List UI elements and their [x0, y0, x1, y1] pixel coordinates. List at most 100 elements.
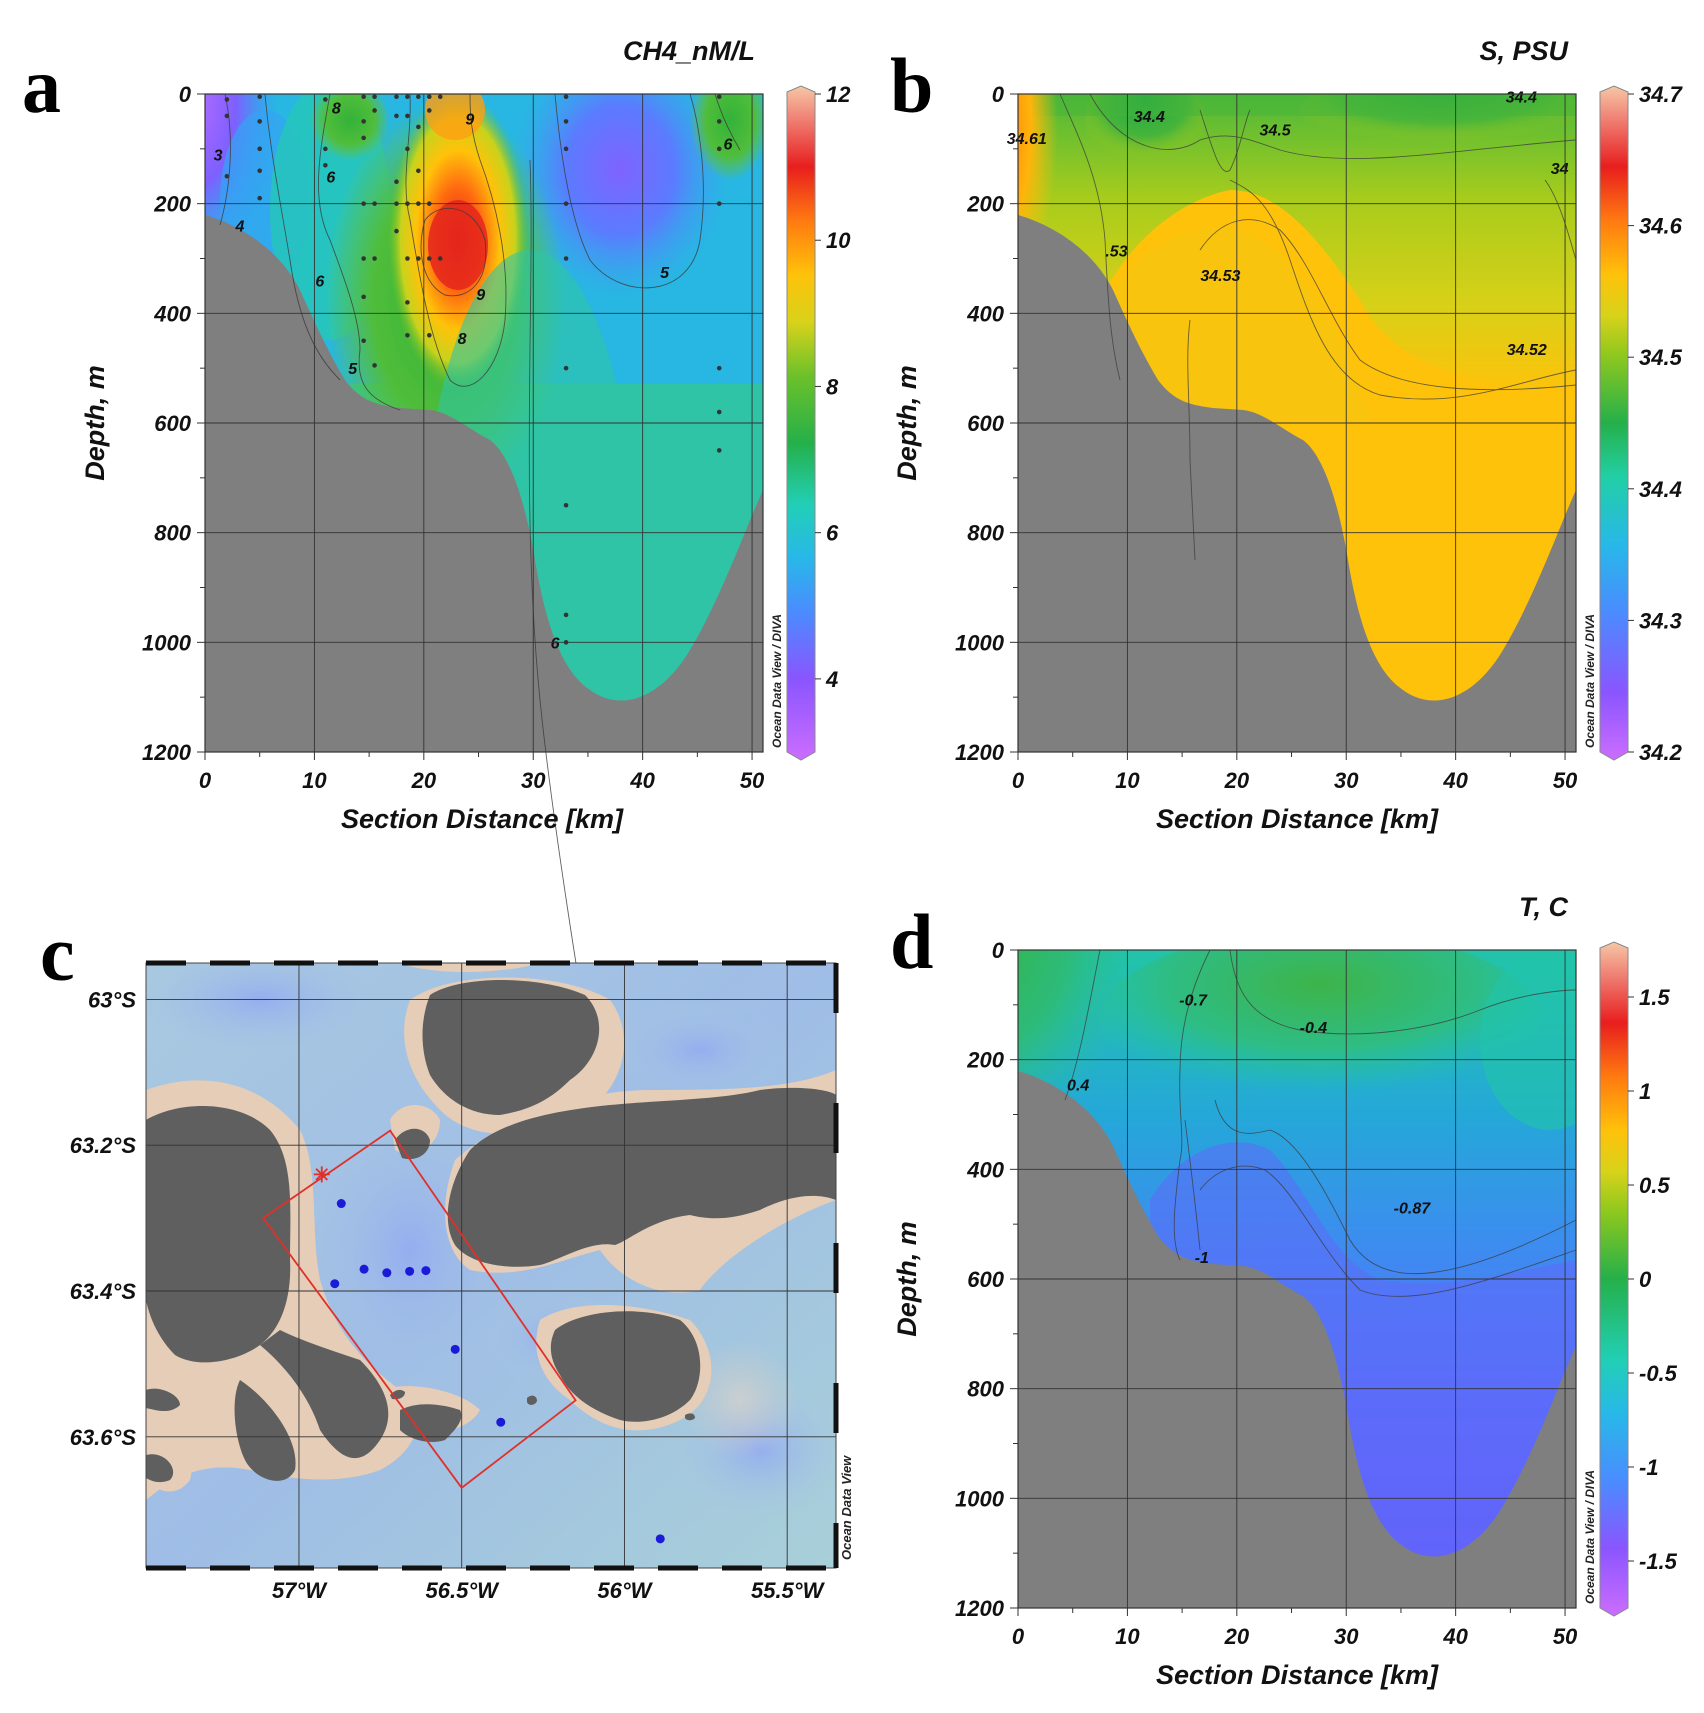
- sample-point: [405, 256, 410, 261]
- sample-point: [437, 256, 443, 261]
- sample-point: [563, 119, 569, 124]
- contour-label: 34.5: [1260, 123, 1292, 140]
- map-station: [330, 1279, 340, 1289]
- sample-point: [437, 94, 443, 100]
- panel-a-colorbar: [786, 85, 816, 761]
- y-tick-label: 1000: [955, 1486, 1005, 1511]
- panel-a-odv-credit: Ocean Data View / DIVA: [770, 614, 784, 748]
- contour-label: 3: [214, 147, 223, 164]
- x-tick-label: 50: [1553, 768, 1578, 793]
- contour-label: 4: [235, 219, 245, 236]
- lat-tick-label: 63°S: [88, 987, 136, 1012]
- sample-point: [563, 612, 569, 618]
- panel-c-star-marker: [313, 1166, 330, 1183]
- panel-b-colorbar: [1599, 85, 1629, 761]
- panel-a-contour-labels: 3 4 8 6 9 6 9 8 5 5 6 6: [214, 101, 733, 653]
- sample-point: [563, 146, 569, 152]
- sample-point: [372, 108, 377, 113]
- sample-point: [361, 135, 366, 141]
- panel-b: b S, PSU 34.6134.434.534.434.5334.5334.5…: [890, 36, 1684, 834]
- x-tick-label: 20: [1224, 1624, 1250, 1649]
- x-tick-label: 40: [1442, 1624, 1468, 1649]
- x-tick-label: 30: [1334, 768, 1359, 793]
- panel-a-colorbar-ticks: 12 10 8 6 4: [815, 82, 851, 692]
- sample-point: [416, 168, 421, 174]
- colorbar-tick-label: 8: [826, 374, 839, 399]
- x-tick-label: 0: [1012, 1624, 1025, 1649]
- map-station: [405, 1266, 415, 1276]
- colorbar-tick-label: 1.5: [1639, 985, 1670, 1010]
- contour-label: 9: [465, 112, 474, 129]
- map-station: [450, 1344, 460, 1354]
- y-tick-label: 1000: [142, 630, 192, 655]
- panel-a-title: CH4_nM/L: [623, 36, 755, 66]
- x-tick-label: 30: [521, 768, 546, 793]
- sample-point: [405, 300, 410, 305]
- colorbar-tick-label: 34.2: [1639, 740, 1683, 765]
- x-tick-label: 20: [1224, 768, 1250, 793]
- map-station: [421, 1266, 431, 1276]
- map-station: [359, 1264, 369, 1274]
- panel-letter-a: a: [22, 42, 61, 129]
- panel-c-dashed-border: [146, 960, 839, 1571]
- sample-point: [716, 409, 722, 415]
- panel-c-stations: [330, 1199, 665, 1544]
- sample-point: [323, 146, 328, 152]
- panel-c: c: [40, 910, 854, 1603]
- contour-label: 9: [476, 287, 485, 304]
- map-station: [655, 1534, 665, 1544]
- sample-point: [716, 94, 722, 100]
- x-tick-label: 10: [1115, 768, 1140, 793]
- sample-point: [716, 119, 722, 124]
- colorbar-tick-label: 34.5: [1639, 345, 1683, 370]
- colorbar-tick-label: 34.3: [1639, 608, 1682, 633]
- panel-c-section-box: [261, 1129, 577, 1490]
- panel-d-colorbar: [1599, 941, 1629, 1617]
- sample-point: [416, 94, 421, 100]
- colorbar-tick-label: 6: [826, 521, 839, 546]
- contour-label: 5: [660, 265, 670, 282]
- contour-label: .53: [1105, 243, 1127, 260]
- lon-tick-label: 56°W: [597, 1578, 653, 1603]
- map-station: [496, 1417, 506, 1427]
- sample-point: [405, 94, 410, 100]
- sample-point: [257, 168, 263, 174]
- sample-point: [716, 146, 722, 152]
- sample-point: [224, 97, 230, 102]
- lat-tick-label: 63.4°S: [70, 1279, 137, 1304]
- lon-tick-label: 57°W: [272, 1578, 328, 1603]
- sample-point: [563, 94, 569, 100]
- colorbar-tick-label: -1.5: [1639, 1549, 1678, 1574]
- y-tick-label: 200: [966, 192, 1004, 217]
- panel-d-contour-labels: -0.7 -0.4 0.4 -0.87 -1: [1067, 992, 1431, 1267]
- sample-point: [426, 256, 432, 261]
- contour-label: 34.4: [1506, 90, 1537, 107]
- panel-letter-c: c: [40, 910, 75, 997]
- y-tick-label: 400: [966, 301, 1004, 326]
- contour-label: -0.7: [1179, 992, 1208, 1009]
- contour-label: -0.4: [1300, 1020, 1328, 1037]
- sample-point: [323, 97, 328, 102]
- panel-a: a CH4_nM/L: [22, 36, 851, 1101]
- panel-letter-d: d: [890, 898, 933, 985]
- x-tick-label: 0: [199, 768, 212, 793]
- colorbar-tick-label: 34.4: [1639, 477, 1682, 502]
- lon-tick-label: 56.5°W: [426, 1578, 501, 1603]
- colorbar-tick-label: -0.5: [1639, 1361, 1678, 1386]
- colorbar-tick-label: 4: [825, 667, 838, 692]
- contour-label: -0.87: [1394, 1201, 1432, 1218]
- y-tick-label: 0: [992, 938, 1005, 963]
- y-tick-label: 1200: [142, 740, 192, 765]
- lon-tick-label: 55.5°W: [751, 1578, 826, 1603]
- panel-d-ylabel: Depth, m: [892, 1221, 922, 1337]
- colorbar-tick-label: 1: [1639, 1079, 1651, 1104]
- panel-a-xlabel: Section Distance [km]: [341, 804, 624, 834]
- colorbar-tick-label: 34.7: [1639, 82, 1684, 107]
- panel-d: d T, C -0.7-0.40.4-0.87-1 0 10 20 30 40 50020…: [890, 892, 1678, 1690]
- sample-point: [394, 113, 399, 119]
- panel-a-ylabel: Depth, m: [80, 365, 110, 481]
- sample-point: [257, 195, 263, 201]
- contour-label: 6: [724, 136, 733, 153]
- sample-point: [405, 113, 410, 119]
